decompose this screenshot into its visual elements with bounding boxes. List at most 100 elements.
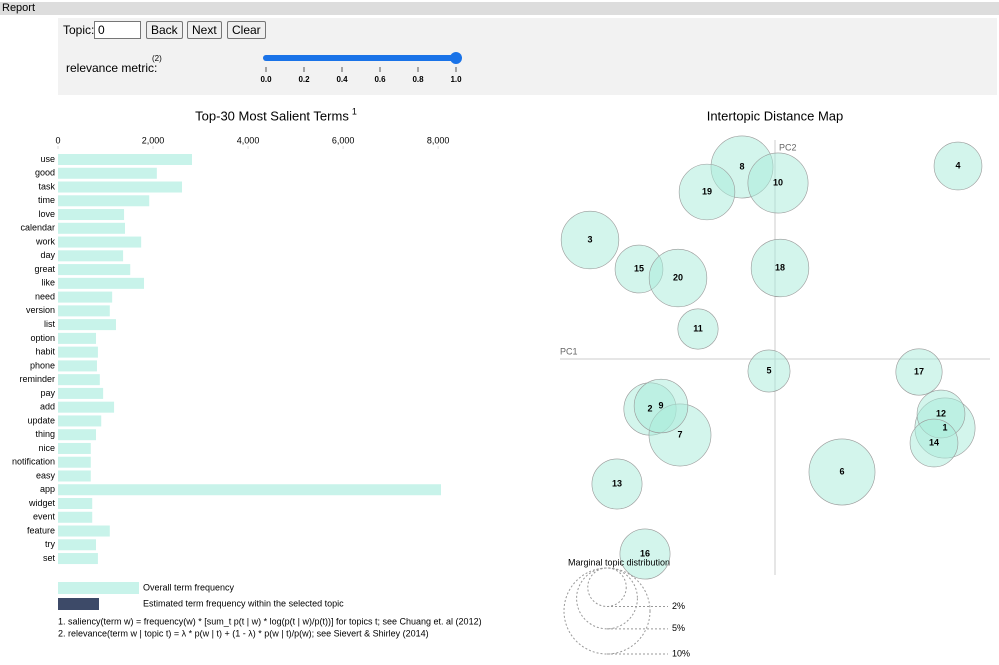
topic-label: 9: [658, 400, 663, 410]
term-label: thing: [35, 429, 55, 439]
bar: [58, 498, 93, 509]
term-label: good: [35, 168, 55, 178]
slider-tick-label: 0.4: [336, 75, 348, 84]
legend-swatch: [58, 582, 139, 594]
size-legend-title: Marginal topic distribution: [568, 557, 670, 567]
clear-button[interactable]: Clear: [227, 21, 266, 39]
term-label: great: [34, 264, 55, 274]
footnote: 2. relevance(term w | topic t) = λ * p(w…: [58, 628, 429, 638]
term-label: feature: [27, 525, 55, 535]
topic-label: 5: [766, 365, 771, 375]
bar: [58, 264, 131, 276]
topic-bubble[interactable]: [677, 308, 719, 350]
bar: [58, 222, 126, 234]
topic-bubble[interactable]: [808, 438, 876, 506]
topic-bubble[interactable]: [591, 458, 643, 510]
bar: [58, 346, 98, 358]
bar: [58, 195, 150, 207]
size-legend-circle: [587, 567, 627, 607]
term-label: like: [41, 278, 55, 288]
topic-bubble[interactable]: [909, 418, 959, 468]
next-button[interactable]: Next: [187, 21, 222, 39]
x-tick-label: 8,000: [427, 135, 450, 145]
y-axis-label: PC2: [779, 142, 797, 152]
term-label: add: [40, 402, 55, 412]
topic-label: 20: [673, 272, 683, 282]
size-legend-label: 5%: [672, 623, 685, 633]
topic-label: 13: [612, 478, 622, 488]
bar: [58, 387, 104, 399]
topic-bubble[interactable]: [619, 528, 671, 580]
slider-label: relevance metric:: [66, 61, 158, 75]
topic-input[interactable]: [94, 21, 141, 39]
term-label: calendar: [20, 223, 55, 233]
term-label: day: [40, 250, 55, 260]
term-label: notification: [12, 457, 55, 467]
term-label: update: [27, 415, 55, 425]
bar: [58, 539, 97, 551]
term-label: option: [30, 333, 55, 343]
topic-label: 16: [640, 548, 650, 558]
bar: [58, 360, 97, 372]
topic-label: Topic:: [63, 23, 95, 37]
bar: [58, 456, 91, 468]
term-label: nice: [38, 443, 55, 453]
topic-label: 15: [634, 263, 644, 273]
bar: [58, 181, 183, 193]
slider-tick-label: 0.2: [298, 75, 310, 84]
bar: [58, 305, 110, 317]
topic-bubble[interactable]: [895, 348, 943, 396]
title-superscript: 1: [352, 106, 357, 116]
bar: [58, 429, 97, 441]
bar: [58, 401, 115, 413]
topic-bubble[interactable]: [648, 248, 708, 308]
x-axis-label: PC1: [560, 346, 578, 356]
term-label: widget: [28, 498, 56, 508]
bar: [58, 553, 98, 565]
term-label: task: [38, 181, 55, 191]
x-tick-label: 0: [55, 135, 60, 145]
bar: [58, 154, 193, 165]
topic-label: 6: [839, 466, 844, 476]
bar: [58, 415, 102, 427]
footnote: 1. saliency(term w) = frequency(w) * [su…: [58, 616, 482, 626]
topic-label: 8: [739, 161, 744, 171]
back-button[interactable]: Back: [146, 21, 183, 39]
topic-bubble[interactable]: [933, 141, 983, 191]
term-label: version: [26, 305, 55, 315]
bar: [58, 167, 157, 179]
topic-label: 7: [677, 429, 682, 439]
bar: [58, 511, 93, 523]
topic-bubble[interactable]: [750, 238, 810, 298]
topic-label: 17: [914, 366, 924, 376]
term-label: set: [43, 553, 56, 563]
term-label: work: [35, 236, 56, 246]
topic-bubble[interactable]: [633, 378, 689, 434]
topic-label: 3: [587, 234, 592, 244]
legend-swatch: [58, 598, 99, 610]
topic-bubble[interactable]: [678, 163, 736, 221]
term-label: event: [33, 512, 56, 522]
term-label: use: [40, 154, 55, 164]
term-label: need: [35, 291, 55, 301]
size-legend-label: 2%: [672, 601, 685, 611]
legend-label: Overall term frequency: [143, 582, 235, 592]
bar: [58, 209, 125, 221]
topic-bubble[interactable]: [747, 349, 791, 393]
term-label: time: [38, 195, 55, 205]
bar: [58, 291, 113, 303]
term-label: pay: [40, 388, 55, 398]
term-label: try: [45, 539, 55, 549]
size-legend-circle: [563, 567, 651, 655]
topic-label: 1: [942, 422, 947, 432]
size-legend-circle: [576, 567, 638, 630]
bar: [58, 470, 91, 482]
bar: [58, 332, 97, 344]
term-label: easy: [36, 470, 56, 480]
term-label: love: [38, 209, 55, 219]
topic-bubble[interactable]: [560, 210, 620, 270]
slider-thumb[interactable]: [450, 52, 462, 64]
topic-bubble[interactable]: [747, 152, 809, 214]
